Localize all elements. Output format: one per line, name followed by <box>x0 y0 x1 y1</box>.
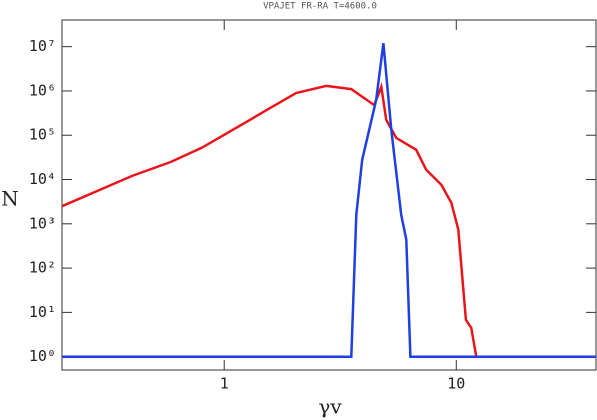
series-line <box>62 43 596 358</box>
y-tick-label: 10⁵ <box>29 126 56 144</box>
series-line <box>61 81 596 358</box>
y-tick-label: 10² <box>29 259 56 277</box>
chart-title: VPAJET FR-RA T=4600.0 <box>263 2 377 12</box>
y-tick-label: 10⁴ <box>29 170 56 188</box>
y-tick-label: 10⁶ <box>29 81 56 99</box>
y-tick-label: 10⁰ <box>29 347 56 365</box>
y-tick-label: 10⁷ <box>29 37 56 55</box>
x-tick-label: 10 <box>447 375 465 393</box>
y-tick-label: 10¹ <box>29 303 56 321</box>
x-tick-label: 1 <box>220 375 229 393</box>
x-axis-label: γv <box>318 395 342 419</box>
plot-frame <box>61 19 597 371</box>
y-axis-label: N <box>1 187 19 211</box>
y-tick-label: 10³ <box>29 214 56 232</box>
